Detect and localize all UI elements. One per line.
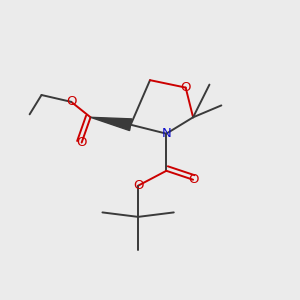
Text: O: O (66, 95, 76, 108)
Polygon shape (91, 117, 132, 130)
Text: O: O (188, 173, 198, 186)
Text: O: O (76, 136, 87, 149)
Text: O: O (133, 179, 143, 192)
Text: O: O (180, 81, 191, 94)
Text: N: N (161, 127, 171, 140)
